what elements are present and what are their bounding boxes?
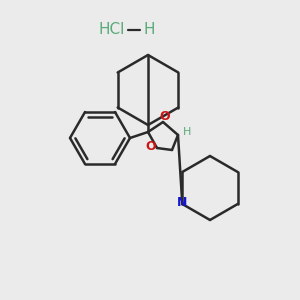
Text: O: O (160, 110, 170, 124)
Text: H: H (183, 127, 191, 137)
Text: H: H (143, 22, 155, 38)
Text: HCl: HCl (99, 22, 125, 38)
Text: O: O (146, 140, 156, 154)
Text: N: N (177, 196, 188, 209)
